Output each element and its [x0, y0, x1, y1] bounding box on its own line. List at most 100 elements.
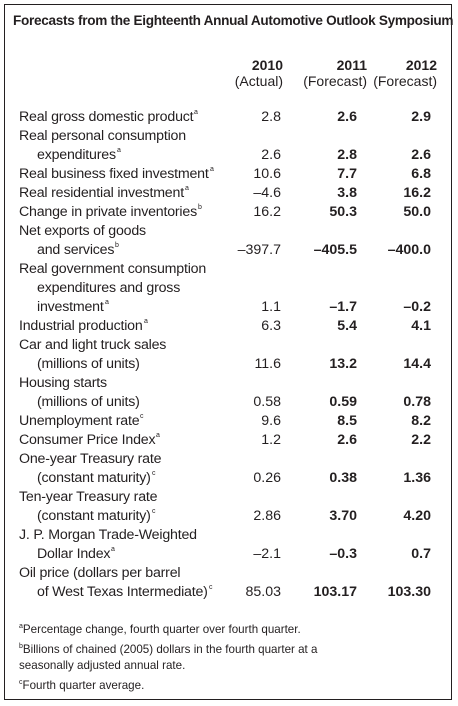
footnote-mark: c	[209, 584, 213, 591]
row-label: expenditures and gross	[37, 280, 181, 296]
value-2011: –1.7	[329, 299, 357, 315]
table-row: and services b –397.7 –405.5 –400.0	[5, 242, 453, 260]
value-2010: 2.8	[261, 109, 281, 125]
column-subtitle: (Actual)	[234, 73, 283, 89]
table-row: (constant maturity) c 0.26 0.38 1.36	[5, 470, 453, 488]
footnote-mark: a	[111, 546, 115, 553]
value-2011: 50.3	[329, 204, 357, 220]
table-row: Industrial production a 6.3 5.4 4.1	[5, 318, 453, 336]
row-label: (constant maturity)	[37, 470, 151, 486]
footnote-mark: a	[185, 185, 189, 192]
row-label: Real residential investment	[19, 185, 184, 201]
value-2011: 2.6	[337, 109, 357, 125]
value-2012: 0.7	[411, 546, 431, 562]
table-row: (constant maturity) c 2.86 3.70 4.20	[5, 508, 453, 526]
footnote-mark: a	[117, 147, 121, 154]
row-label: and services	[37, 242, 115, 258]
value-2010: 2.6	[261, 147, 281, 163]
value-2010: 11.6	[254, 356, 281, 372]
table-row-label-line: expenditures and gross	[5, 280, 453, 298]
value-2010: 16.2	[253, 204, 281, 220]
row-label: Change in private inventories	[19, 204, 197, 220]
table-row: Real gross domestic product a 2.8 2.6 2.9	[5, 109, 453, 127]
value-2011: 13.2	[329, 356, 357, 372]
row-label: Car and light truck sales	[19, 337, 167, 353]
value-2010: 0.58	[253, 394, 281, 410]
value-2012: 50.0	[403, 204, 431, 220]
value-2011: 0.38	[329, 470, 357, 486]
value-2012: 6.8	[411, 166, 431, 182]
table-row: of West Texas Intermediate) c 85.03 103.17 1…	[5, 584, 453, 602]
row-label: One-year Treasury rate	[19, 451, 162, 467]
table-row-label-line: Ten-year Treasury rate	[5, 489, 453, 507]
row-label: Dollar Index	[37, 546, 111, 562]
footnote-text: Billions of chained (2005) dollars in th…	[22, 642, 318, 656]
value-2011: 3.70	[329, 508, 357, 524]
value-2010: 2.86	[253, 508, 281, 524]
footnote-mark: c	[19, 678, 23, 686]
footnote-b: bBillions of chained (2005) dollars in t…	[19, 639, 444, 659]
value-2012: 1.36	[403, 470, 431, 486]
value-2012: 2.9	[411, 109, 431, 125]
row-label: of West Texas Intermediate)	[37, 584, 208, 600]
column-header-2010: 2010 (Actual)	[235, 57, 283, 89]
value-2010: 1.1	[261, 299, 281, 315]
value-2012: 16.2	[403, 185, 431, 201]
value-2011: –0.3	[329, 546, 357, 562]
table-row: (millions of units) 0.58 0.59 0.78	[5, 394, 453, 412]
value-2012: 103.30	[387, 584, 431, 600]
row-label: Housing starts	[19, 375, 107, 391]
row-label: Ten-year Treasury rate	[19, 489, 158, 505]
value-2011: 0.59	[329, 394, 357, 410]
table-row-label-line: Oil price (dollars per barrel	[5, 565, 453, 583]
column-subtitle: (Forecast)	[373, 73, 437, 89]
footnotes: aPercentage change, fourth quarter over …	[19, 619, 444, 694]
table-row-label-line: One-year Treasury rate	[5, 451, 453, 469]
value-2012: 4.20	[403, 508, 431, 524]
row-label: J. P. Morgan Trade-Weighted	[19, 527, 197, 543]
value-2011: 3.8	[337, 185, 357, 201]
row-label: Real personal consumption	[19, 128, 186, 144]
table-row: investment a 1.1 –1.7 –0.2	[5, 299, 453, 317]
value-2012: –0.2	[403, 299, 431, 315]
footnote-b-cont: seasonally adjusted annual rate.	[19, 658, 444, 675]
footnote-mark: c	[140, 413, 144, 420]
row-label: Unemployment rate	[19, 413, 140, 429]
value-2010: –397.7	[237, 242, 281, 258]
table-row-label-line: Housing starts	[5, 375, 453, 393]
value-2011: –405.5	[313, 242, 357, 258]
footnote-text: Fourth quarter average.	[22, 678, 145, 692]
table-row: Change in private inventories b 16.2 50.3 50…	[5, 204, 453, 222]
footnote-mark: a	[210, 166, 214, 173]
table-row-label-line: Net exports of goods	[5, 223, 453, 241]
table-title: Forecasts from the Eighteenth Annual Aut…	[13, 13, 454, 28]
footnote-mark: a	[105, 299, 109, 306]
table-row: expenditures a 2.6 2.8 2.6	[5, 147, 453, 165]
column-header-2012: 2012 (Forecast)	[373, 57, 437, 89]
value-2010: –2.1	[253, 546, 281, 562]
value-2012: 4.1	[411, 318, 431, 334]
row-label: expenditures	[37, 147, 116, 163]
value-2011: 8.5	[337, 413, 357, 429]
row-label: (constant maturity)	[37, 508, 151, 524]
value-2010: 10.6	[253, 166, 281, 182]
footnote-text: Percentage change, fourth quarter over f…	[22, 623, 301, 636]
value-2010: 9.6	[261, 413, 281, 429]
table-row-label-line: Real government consumption	[5, 261, 453, 279]
value-2012: 8.2	[411, 413, 431, 429]
value-2010: 6.3	[261, 318, 281, 334]
value-2012: 0.78	[403, 394, 431, 410]
value-2012: 2.6	[411, 147, 431, 163]
table-row: (millions of units) 11.6 13.2 14.4	[5, 356, 453, 374]
column-header-2011: 2011 (Forecast)	[303, 57, 367, 89]
footnote-a: aPercentage change, fourth quarter over …	[19, 619, 444, 639]
value-2011: 2.8	[337, 147, 357, 163]
value-2010: 0.26	[253, 470, 281, 486]
value-2012: 2.2	[411, 432, 431, 448]
table-row-label-line: J. P. Morgan Trade-Weighted	[5, 527, 453, 545]
row-label: Real business fixed investment	[19, 166, 209, 182]
footnote-text: seasonally adjusted annual rate.	[19, 659, 186, 672]
table-row: Dollar Index a –2.1 –0.3 0.7	[5, 546, 453, 564]
value-2011: 7.7	[337, 166, 357, 182]
value-2011: 5.4	[337, 318, 357, 334]
